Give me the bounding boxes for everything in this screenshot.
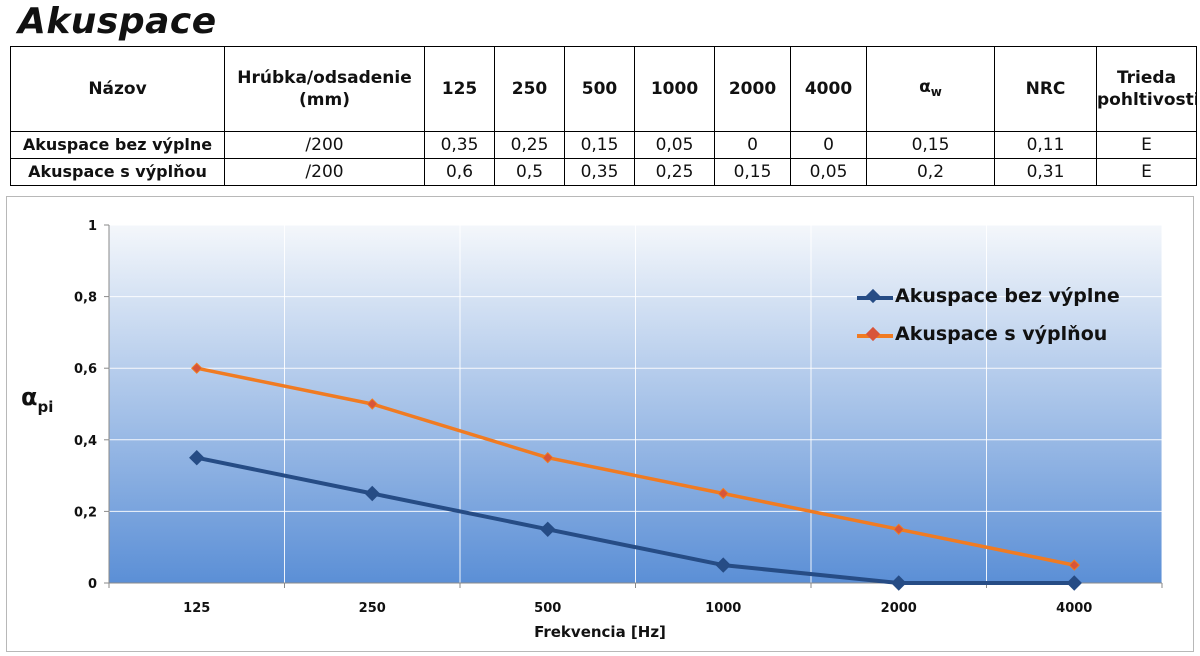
header-alpha-w: αw	[866, 46, 995, 132]
y-tick-label: 0,2	[74, 505, 97, 520]
data-point-0	[715, 557, 731, 573]
data-point-1	[366, 398, 378, 410]
y-axis-subscript: pi	[37, 398, 54, 416]
row-value-125: 0,35	[424, 131, 495, 159]
header-125: 125	[424, 46, 495, 132]
row-value-500: 0,35	[564, 158, 635, 186]
row-name: Akuspace bez výplne	[10, 131, 225, 159]
row-thickness: /200	[224, 158, 425, 186]
header-4000: 4000	[790, 46, 867, 132]
row-value-4000: 0,05	[790, 158, 867, 186]
row-class: E	[1096, 158, 1197, 186]
data-point-1	[717, 487, 729, 500]
table-row: Akuspace bez výplne /200 0,35 0,25 0,15 …	[10, 131, 1197, 159]
series-line-1	[196, 366, 1075, 567]
alpha-subscript: w	[930, 84, 942, 99]
row-nrc: 0,31	[994, 158, 1097, 186]
data-point-1	[1068, 559, 1080, 571]
y-axis-label: αpi	[21, 383, 53, 416]
row-value-125: 0,6	[424, 158, 495, 186]
absorption-table: Názov Hrúbka/odsadenie (mm) 125 250 500 …	[10, 46, 1197, 186]
y-tick-label: 0,8	[74, 291, 97, 306]
row-value-500: 0,15	[564, 131, 635, 159]
legend-label-bez-vyplne: Akuspace bez výplne	[895, 285, 1120, 307]
row-thickness: /200	[224, 131, 425, 159]
header-hrubka: Hrúbka/odsadenie (mm)	[224, 46, 425, 132]
x-tick-label: 125	[183, 601, 210, 616]
data-point-1	[191, 362, 203, 374]
row-class: E	[1096, 131, 1197, 159]
alpha-symbol: α	[919, 76, 931, 97]
row-value-1000: 0,25	[634, 158, 715, 186]
header-nrc: NRC	[994, 46, 1097, 132]
header-1000: 1000	[634, 46, 715, 132]
x-tick-label: 1000	[705, 601, 741, 616]
data-point-1	[893, 523, 905, 536]
row-value-250: 0,25	[494, 131, 565, 159]
x-tick-label: 250	[359, 601, 386, 616]
chart-frame: 0 0,2 0,4 0,6 0,8 1 125 250 500 1000 2000 4000 αpi …	[6, 196, 1194, 652]
x-tick-label: 4000	[1056, 601, 1092, 616]
x-tick-label: 2000	[881, 601, 917, 616]
line-chart: 0 0,2 0,4 0,6 0,8 1 125 250 500 1000 2000 4000	[74, 219, 1163, 616]
data-point-0	[364, 485, 380, 502]
y-tick-label: 0,4	[74, 434, 97, 449]
header-250: 250	[494, 46, 565, 132]
row-value-250: 0,5	[494, 158, 565, 186]
row-value-4000: 0	[790, 131, 867, 159]
row-alpha-w: 0,15	[866, 131, 995, 159]
legend-label-s-vyplnou: Akuspace s výplňou	[895, 323, 1108, 345]
row-value-2000: 0	[714, 131, 791, 159]
row-nrc: 0,11	[994, 131, 1097, 159]
data-point-0	[540, 521, 556, 538]
y-tick-label: 0,6	[74, 362, 97, 377]
x-tick-label: 500	[534, 601, 561, 616]
header-nazov: Názov	[10, 46, 225, 132]
row-alpha-w: 0,2	[866, 158, 995, 186]
data-point-0	[189, 449, 205, 466]
data-point-0	[891, 575, 907, 591]
y-tick-label: 0	[88, 577, 97, 592]
row-value-2000: 0,15	[714, 158, 791, 186]
y-tick-label: 1	[88, 219, 97, 234]
data-point-1	[542, 451, 554, 464]
header-trieda: Trieda pohltivosti	[1096, 46, 1197, 132]
header-2000: 2000	[714, 46, 791, 132]
x-axis-label: Frekvencia [Hz]	[534, 623, 666, 641]
header-500: 500	[564, 46, 635, 132]
row-name: Akuspace s výplňou	[10, 158, 225, 186]
data-point-0	[1066, 575, 1082, 591]
page-title: Akuspace	[18, 1, 217, 42]
table-header-row: Názov Hrúbka/odsadenie (mm) 125 250 500 …	[10, 46, 1197, 132]
table-row: Akuspace s výplňou /200 0,6 0,5 0,35 0,2…	[10, 158, 1197, 186]
series-line-0	[196, 455, 1075, 585]
row-value-1000: 0,05	[634, 131, 715, 159]
y-axis-symbol: α	[21, 383, 38, 411]
